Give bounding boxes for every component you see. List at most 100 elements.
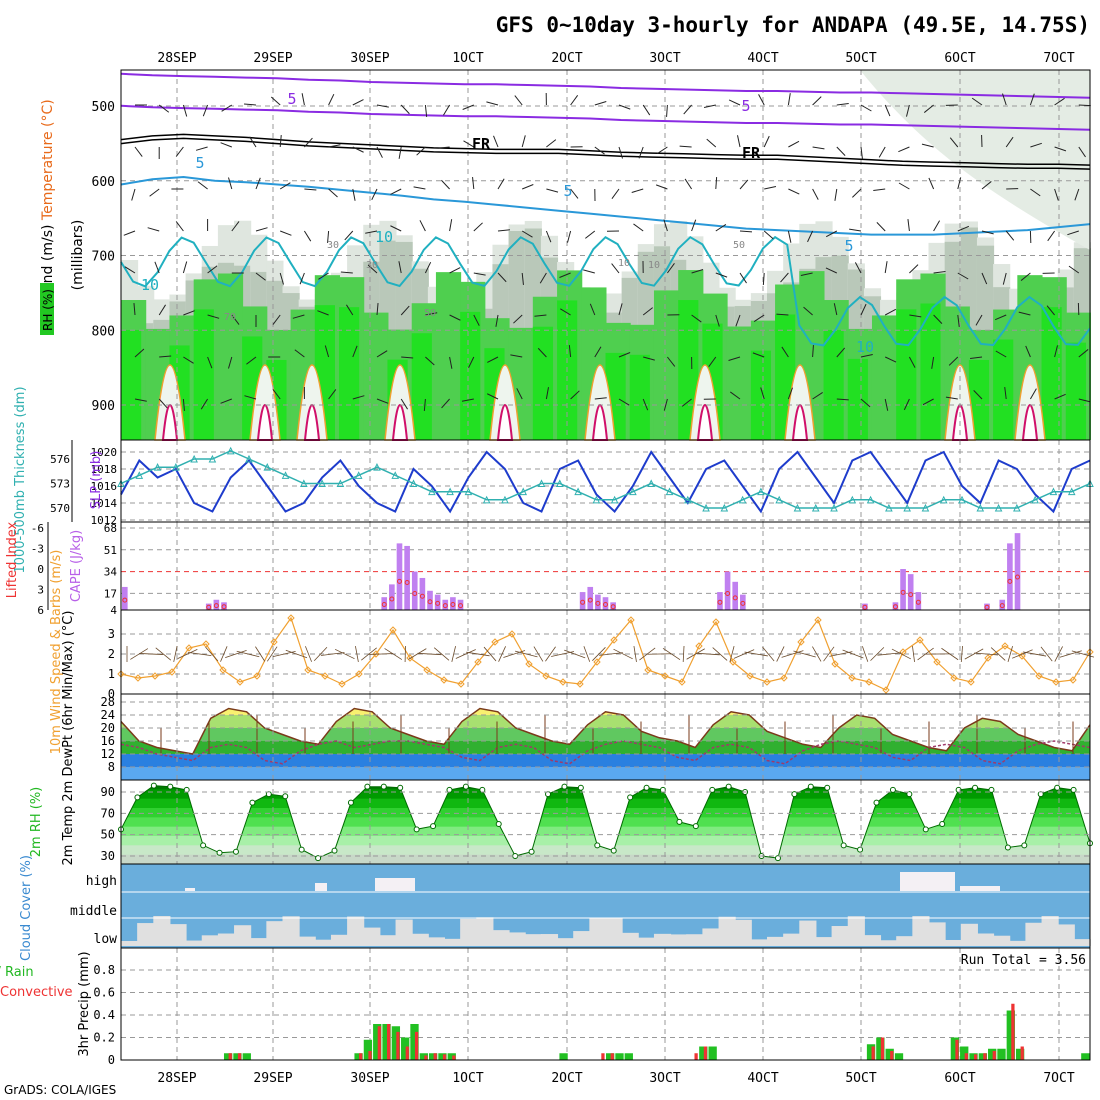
cape-bar [610, 602, 616, 610]
wind-speed-point [593, 658, 601, 666]
wind-speed-point [610, 636, 618, 644]
cloud-low [605, 918, 623, 946]
wind-barb [825, 230, 838, 238]
wind-barb [975, 314, 983, 326]
rh-point [282, 793, 289, 800]
wind-barb [812, 344, 814, 358]
wind-barb [1025, 345, 1031, 358]
wind-barb [220, 142, 232, 148]
wind-barb [537, 347, 547, 358]
wind-barb [981, 181, 992, 190]
wind-barb [898, 182, 910, 190]
wind-barb [638, 146, 644, 159]
cape-bar [717, 592, 723, 610]
wind-barb [906, 104, 910, 117]
rh-point [627, 794, 634, 801]
wind-speed-point [882, 686, 890, 694]
precip-bar [1015, 1048, 1025, 1060]
wind-barb [324, 345, 330, 358]
purple-contour [120, 104, 1091, 131]
wind-barb [1078, 146, 1086, 158]
wind-barb [433, 647, 450, 661]
cape-tick-label: 51 [104, 544, 117, 557]
date-tick-label: 6OCT [944, 51, 975, 66]
wind-barb [1029, 93, 1035, 106]
wind-barb [666, 104, 668, 118]
wind-speed-point [389, 626, 397, 634]
wind-barb [449, 356, 453, 369]
temp-tick-label: 8 [108, 760, 115, 774]
li-point [900, 589, 906, 595]
date-tick-label: 5OCT [845, 51, 876, 66]
wind-barb [334, 648, 355, 660]
thickness-point [409, 479, 418, 487]
rh-point [857, 846, 864, 853]
wind-barb [917, 647, 934, 661]
cloud-low [815, 937, 833, 946]
precip-bar [624, 1053, 633, 1060]
date-tick-label: 3OCT [649, 51, 680, 66]
wind-barb [207, 265, 218, 274]
thickness-point [994, 503, 1003, 512]
wind-barb [376, 350, 388, 358]
wind-barb [633, 223, 644, 232]
wind-barb [195, 146, 208, 151]
wind-barb [270, 96, 281, 106]
wind-barb [971, 97, 983, 106]
wind-barb [244, 395, 257, 400]
cloud-low [411, 933, 429, 946]
wind-barb [712, 647, 728, 661]
wind-barb [744, 651, 768, 657]
wind-barb [1005, 230, 1015, 241]
wind-barb [441, 179, 450, 190]
date-tick-label: 30SEP [350, 1071, 389, 1086]
li-point [717, 599, 723, 605]
wind-barb [907, 219, 910, 232]
wind-barb [948, 356, 959, 366]
wind-barb [559, 272, 571, 278]
temp-band [121, 694, 1090, 702]
wind-barb [642, 398, 649, 411]
rh-point [232, 848, 239, 855]
wind-barb [945, 396, 958, 400]
temp-contour [120, 175, 1091, 236]
date-tick-label: 1OCT [452, 51, 483, 66]
wind-speed-point [304, 666, 312, 674]
rh-panel: 30 50 70 90 2m RH (%) [29, 779, 1093, 865]
cape-bar [907, 574, 914, 610]
cloud-low [298, 936, 316, 946]
wind-barb [592, 647, 606, 661]
wind-barb [589, 303, 596, 316]
wind-barb [1046, 305, 1055, 316]
wind-barb [303, 230, 312, 242]
wind-barb [908, 356, 916, 368]
wind-speed-point [202, 640, 210, 648]
convective-bar [405, 1046, 409, 1060]
wind-speed-point [236, 678, 244, 686]
thickness-point [373, 463, 381, 471]
legend: Wind (m/s) Temperature (°C) [40, 99, 56, 301]
cape-bar [900, 569, 906, 610]
top-date-axis: 28SEP 29SEP 30SEP 1OCT 2OCT 3OCT 4OCT 5OCT 6OCT 7… [157, 51, 1074, 66]
wind-barb [147, 227, 160, 232]
cloud-high [185, 888, 195, 891]
contour-label: 70 [224, 312, 236, 323]
li-point [206, 604, 212, 610]
li-point [221, 604, 227, 610]
convective-bar [964, 1053, 968, 1060]
axis-label: Lifted Index [5, 521, 20, 598]
wind-barb [884, 398, 889, 411]
slp-tick-label: 1014 [91, 497, 118, 510]
rh-band [121, 845, 1090, 856]
wind-barb [220, 398, 232, 404]
rh-band [121, 836, 1090, 847]
thickness-point [647, 479, 656, 487]
wind-barb [683, 104, 692, 115]
cape-bar [999, 599, 1006, 610]
wind-barb [973, 390, 983, 400]
li-point [389, 596, 395, 602]
wind-barb [545, 230, 552, 243]
wind-speed-point [457, 680, 465, 688]
precip-bar [447, 1053, 456, 1060]
cape-bar [740, 594, 746, 610]
